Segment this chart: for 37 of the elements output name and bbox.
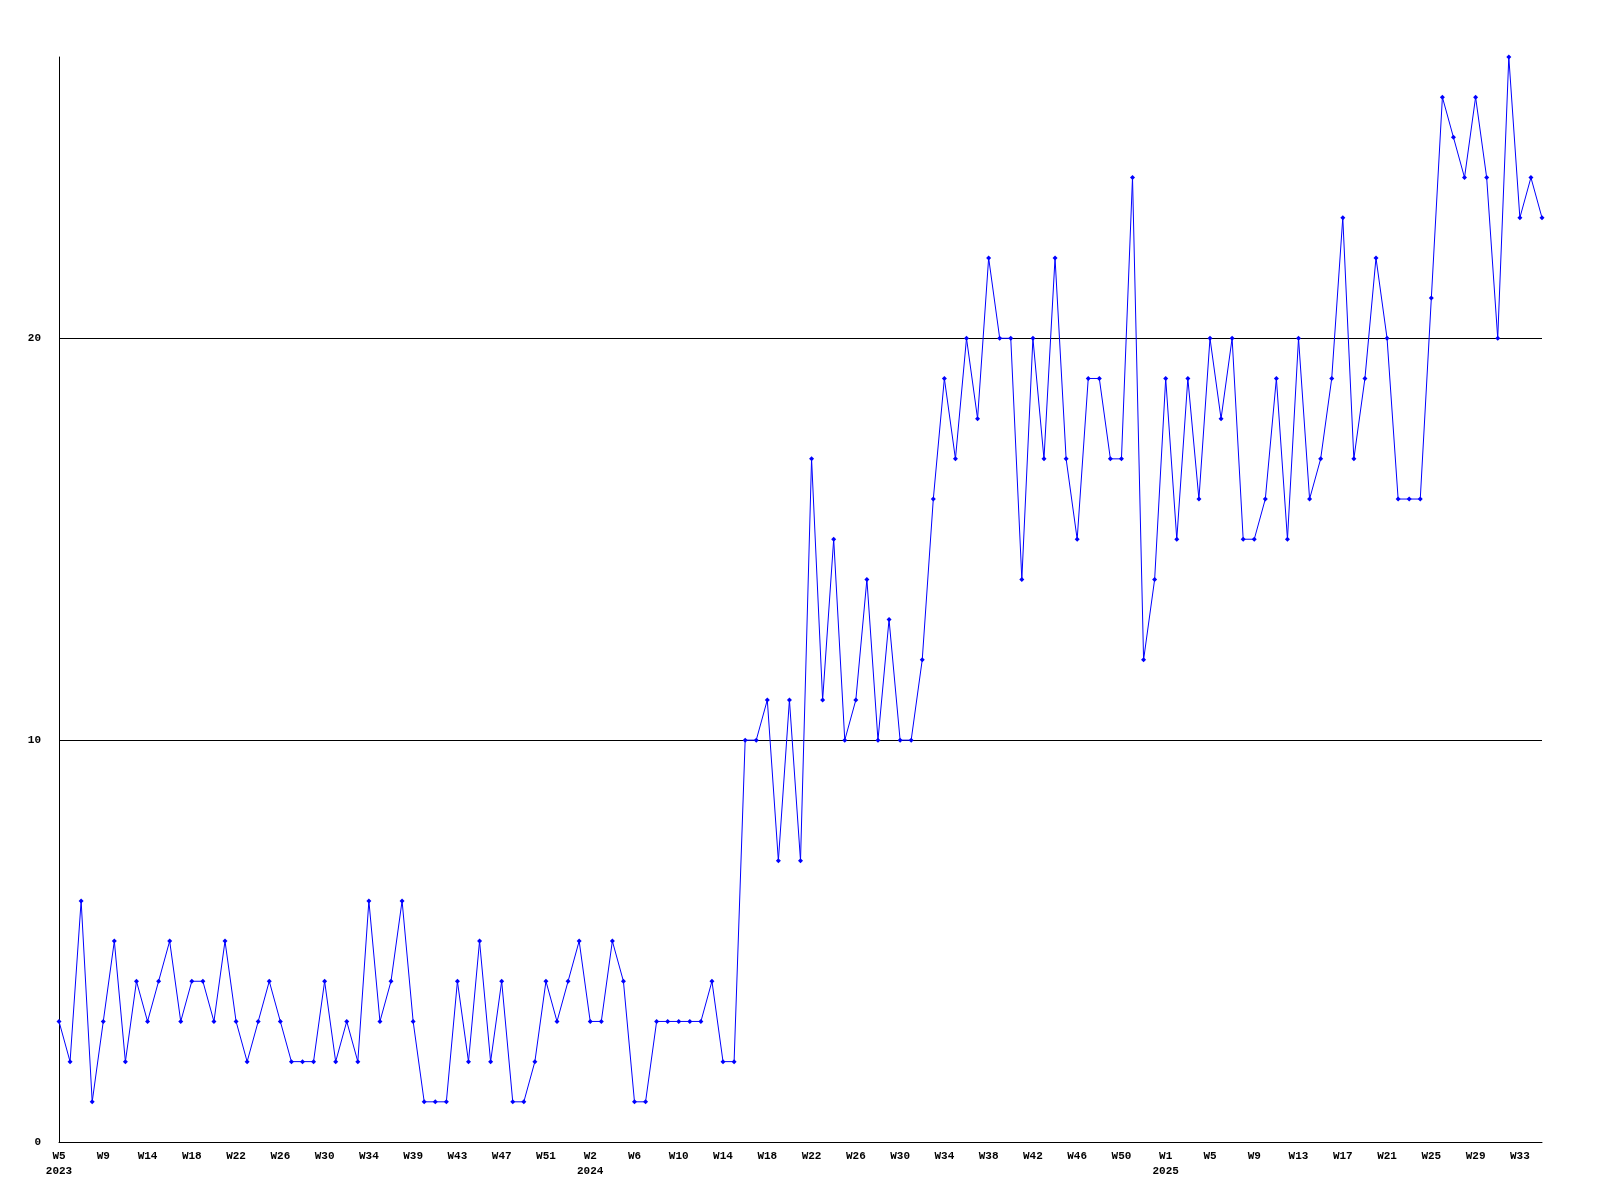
x-tick-label: W25 <box>1421 1149 1442 1162</box>
x-tick-label: W21 <box>1377 1149 1398 1162</box>
y-tick-label: 0 <box>34 1136 41 1148</box>
x-tick-label: W50 <box>1111 1149 1132 1162</box>
x-tick-label: W39 <box>403 1149 424 1162</box>
x-tick-label: W6 <box>627 1149 642 1162</box>
x-tick-label: W29 <box>1465 1149 1486 1162</box>
x-tick-label: W47 <box>491 1149 512 1162</box>
x-tick-label: W17 <box>1332 1149 1353 1162</box>
x-tick-label: W5 <box>1203 1149 1217 1162</box>
x-tick-label: W30 <box>890 1149 911 1162</box>
x-tick-label: W2 2024 <box>577 1149 604 1177</box>
x-tick-label: W42 <box>1023 1149 1043 1162</box>
x-tick-label: W51 <box>536 1149 557 1162</box>
x-tick-label: W38 <box>978 1149 999 1162</box>
x-tick-label: W30 <box>314 1149 335 1162</box>
x-tick-label: W18 <box>181 1149 203 1162</box>
x-tick-label: W33 <box>1509 1149 1531 1162</box>
x-tick-label: W5 2023 <box>45 1149 73 1177</box>
x-tick-label: W22 <box>801 1149 822 1162</box>
x-tick-label: W46 <box>1067 1149 1088 1162</box>
x-tick-label: W9 <box>96 1149 110 1162</box>
x-tick-label: W22 <box>226 1149 246 1162</box>
x-tick-label: W34 <box>934 1149 955 1162</box>
x-tick-label: W1 2025 <box>1152 1149 1180 1177</box>
x-tick-label: W18 <box>757 1149 778 1162</box>
x-tick-label: W14 <box>713 1149 734 1162</box>
y-tick-label: 10 <box>27 734 41 747</box>
x-tick-label: W26 <box>270 1149 291 1162</box>
x-tick-label: W13 <box>1288 1149 1309 1162</box>
x-tick-label: W43 <box>447 1149 468 1162</box>
y-tick-label: 20 <box>27 332 41 345</box>
x-tick-label: W9 <box>1247 1149 1261 1162</box>
x-tick-label: W34 <box>358 1149 380 1162</box>
x-tick-label: W14 <box>137 1149 158 1162</box>
x-tick-label: W26 <box>845 1149 866 1162</box>
x-tick-label: W10 <box>668 1149 689 1162</box>
